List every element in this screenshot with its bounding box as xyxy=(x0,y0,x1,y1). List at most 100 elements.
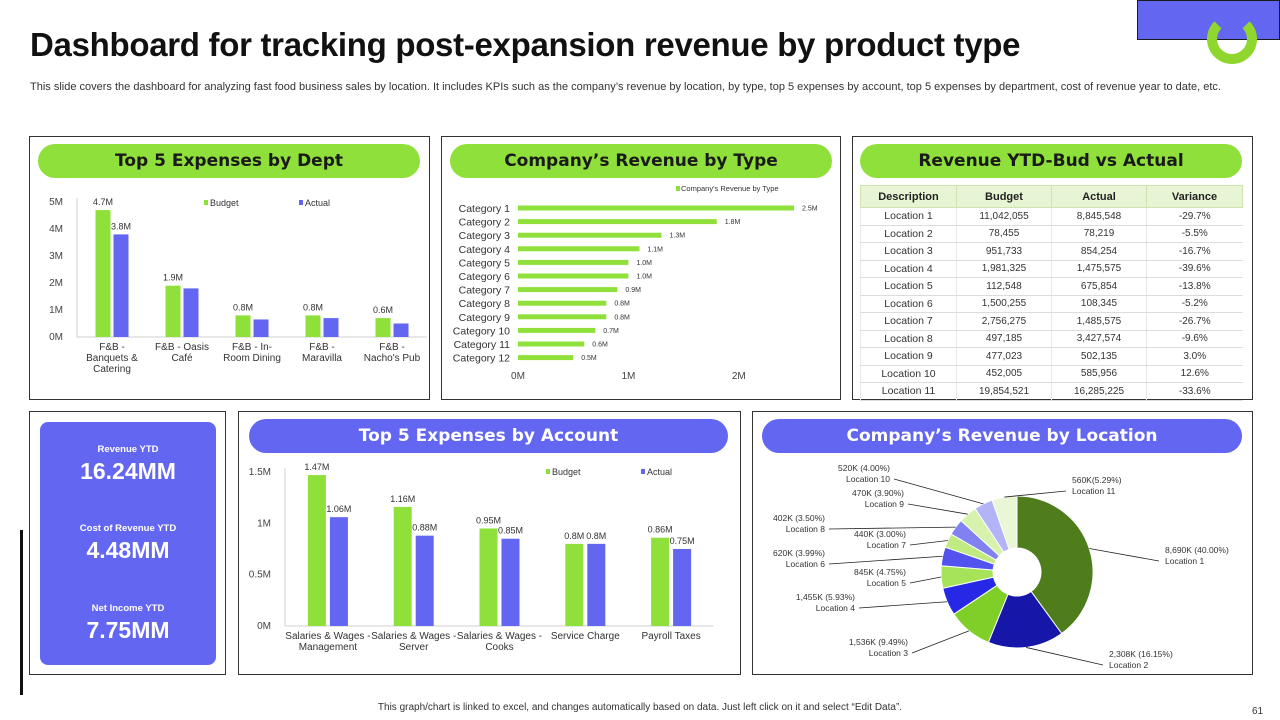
legend-label-budget: Budget xyxy=(552,467,581,477)
bar-budget xyxy=(165,285,181,337)
table-cell-budget: 78,455 xyxy=(956,225,1052,243)
x-tick-label: Salaries & Wages - xyxy=(371,631,456,642)
table-cell-budget: 1,500,255 xyxy=(956,295,1052,313)
bar-budget xyxy=(479,528,498,626)
x-tick-label: F&B - xyxy=(99,342,125,353)
table-cell-variance: -39.6% xyxy=(1146,260,1243,278)
y-tick-label: Category 10 xyxy=(453,325,510,337)
table-cell-variance: -13.8% xyxy=(1146,277,1243,296)
kpi-cost-label: Cost of Revenue YTD xyxy=(79,523,177,534)
data-label: 0.8M xyxy=(614,314,630,321)
bar xyxy=(518,219,717,225)
table-cell-actual: 675,854 xyxy=(1051,277,1147,296)
data-label: 0.8M xyxy=(586,531,606,541)
chart-revenue-by-location: 8,690K (40.00%)Location 1 2,308K (16.15%)… xyxy=(773,463,1229,670)
panel-revenue-by-type xyxy=(441,136,841,400)
table-cell-budget: 2,756,275 xyxy=(956,312,1052,331)
leader-line xyxy=(909,576,942,584)
table-cell-budget: 11,042,055 xyxy=(956,207,1052,226)
y-tick-label: 1.5M xyxy=(249,467,271,478)
table-header-variance: Variance xyxy=(1146,185,1243,208)
bar-actual xyxy=(587,543,606,626)
y-tick-label: 0M xyxy=(257,621,271,632)
y-tick-label: 3M xyxy=(49,251,63,262)
panel-title-type: Company’s Revenue by Type xyxy=(450,144,832,178)
data-label: 0.75M xyxy=(670,536,695,546)
bar-budget xyxy=(305,315,321,337)
x-tick-label: F&B - xyxy=(379,342,405,353)
panel-title-location: Company’s Revenue by Location xyxy=(762,419,1242,453)
bar-actual xyxy=(113,234,129,337)
data-label: 0.5M xyxy=(581,355,597,362)
data-label: 0.7M xyxy=(603,328,619,335)
bar-budget xyxy=(95,210,111,337)
table-cell-actual: 3,427,574 xyxy=(1051,330,1147,348)
kpi-cost-value: 4.48MM xyxy=(86,537,170,563)
y-tick-label: 4M xyxy=(49,224,63,235)
y-tick-label: 5M xyxy=(49,197,63,208)
y-tick-label: Category 11 xyxy=(454,339,511,351)
table-cell-description: Location 9 xyxy=(860,347,957,366)
y-tick-label: Category 6 xyxy=(459,271,511,283)
table-cell-actual: 16,285,225 xyxy=(1051,382,1147,401)
table-header-description: Description xyxy=(860,185,957,208)
leader-line xyxy=(828,526,956,530)
data-label: 0.8M xyxy=(564,531,584,541)
legend-label-actual: Actual xyxy=(305,198,330,208)
table-row: Location 2 78,455 78,219 -5.5% xyxy=(860,225,1243,243)
table-cell-description: Location 1 xyxy=(860,207,957,226)
data-label: 1.3M xyxy=(670,233,686,240)
page-number: 61 xyxy=(1252,706,1264,717)
y-tick-label: 1M xyxy=(49,305,63,316)
data-label: 1.0M xyxy=(636,274,652,281)
table-cell-actual: 8,845,548 xyxy=(1051,207,1147,226)
x-tick-label: Server xyxy=(399,642,429,653)
table-header-actual: Actual xyxy=(1051,185,1147,208)
legend-label-budget: Budget xyxy=(210,198,239,208)
leader-line xyxy=(911,630,970,654)
kpi-income-value: 7.75MM xyxy=(86,617,170,643)
x-tick-label: Service Charge xyxy=(551,631,620,642)
slice-name-label: Location 7 xyxy=(867,540,906,550)
leader-line xyxy=(1089,548,1160,562)
data-label: 0.8M xyxy=(233,302,253,312)
table-row: Location 4 1,981,325 1,475,575 -39.6% xyxy=(860,260,1243,278)
data-label: 1.47M xyxy=(304,462,329,472)
chart-expenses-by-account: 0M 0.5M 1M 1.5M Budget Actual 1.47M 1.06M Salari… xyxy=(249,462,714,653)
y-tick-label: 0.5M xyxy=(249,570,271,581)
slice-value-label: 620K (3.99%) xyxy=(773,548,825,558)
x-tick-label: Catering xyxy=(93,364,131,375)
bar-budget xyxy=(565,543,584,626)
slice-name-label: Location 9 xyxy=(865,499,904,509)
data-label: 0.95M xyxy=(476,515,501,525)
table-row: Location 10 452,005 585,956 12.6% xyxy=(860,365,1243,383)
table-cell-actual: 585,956 xyxy=(1051,365,1147,383)
slice-name-label: Location 11 xyxy=(1072,486,1116,496)
bar xyxy=(518,341,585,347)
x-tick-label: Cooks xyxy=(485,642,513,653)
bar-budget xyxy=(393,506,412,626)
table-cell-description: Location 7 xyxy=(860,312,957,331)
leader-line xyxy=(893,478,984,505)
slice-name-label: Location 10 xyxy=(846,474,890,484)
legend-label-actual: Actual xyxy=(647,467,672,477)
table-header-row: Description Budget Actual Variance xyxy=(860,185,1243,208)
x-tick-label: F&B - xyxy=(309,342,335,353)
bar-budget xyxy=(651,537,670,626)
table-cell-variance: -26.7% xyxy=(1146,312,1243,331)
bar xyxy=(518,327,596,333)
data-label: 1.1M xyxy=(647,246,663,253)
bar-budget xyxy=(307,475,326,626)
data-label: 1.8M xyxy=(725,219,741,226)
x-tick-label: 1M xyxy=(621,371,635,382)
y-tick-label: Category 2 xyxy=(459,217,511,229)
x-tick-label: 0M xyxy=(511,371,525,382)
y-tick-label: Category 5 xyxy=(459,257,511,269)
kpi-revenue-label: Revenue YTD xyxy=(97,444,159,455)
table-cell-actual: 854,254 xyxy=(1051,242,1147,261)
slice-value-label: 520K (4.00%) xyxy=(838,463,890,473)
data-label: 1.16M xyxy=(390,494,415,504)
x-tick-label: Café xyxy=(171,353,193,364)
table-cell-budget: 951,733 xyxy=(956,242,1052,261)
